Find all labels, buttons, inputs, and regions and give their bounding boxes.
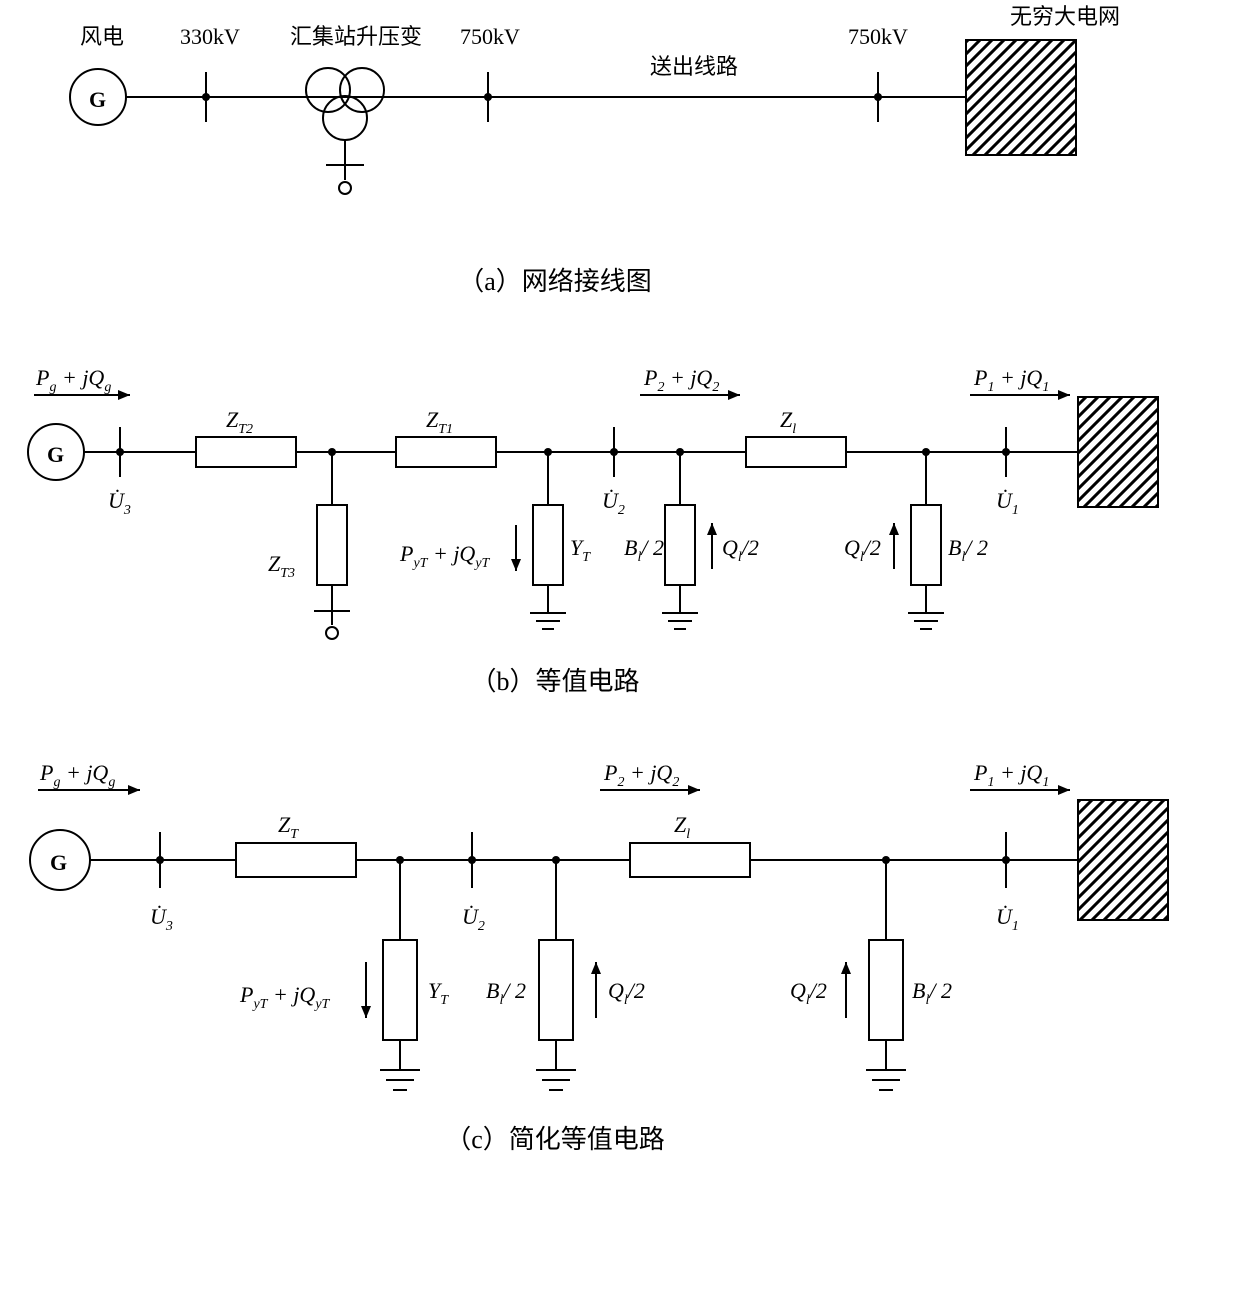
ground-yt-c: [380, 1070, 420, 1090]
tertiary-end: [339, 182, 351, 194]
label-infinite-grid: 无穷大电网: [1010, 4, 1120, 29]
label-transformer: 汇集站升压变: [290, 24, 422, 49]
zl-box-c: [630, 843, 750, 877]
infinite-grid-icon: [966, 40, 1076, 155]
zl-box-b: [746, 437, 846, 467]
svg-text:P1 + jQ1: P1 + jQ1: [973, 760, 1049, 790]
bl-r-label-b: Bl/ 2: [948, 535, 988, 565]
panel-a: 无穷大电网 风电 330kV 汇集站升压变 750kV 送出线路 750kV G…: [70, 4, 1120, 296]
bl-l-box-c: [539, 940, 573, 1040]
label-330kv: 330kV: [180, 24, 240, 49]
flow-p2-c: P2 + jQ2: [600, 760, 700, 795]
grid-b: [1078, 397, 1158, 507]
transformer-icon: [306, 68, 384, 140]
u2-label-b: U̇2: [602, 488, 625, 518]
zl-label-b: Zl: [780, 407, 796, 437]
svg-text:Pg + jQg: Pg + jQg: [39, 760, 115, 790]
label-750kv-left: 750kV: [460, 24, 520, 49]
ql2-arrow-right-b: Ql/2: [844, 523, 899, 569]
bl-l-label-c: Bl/ 2: [486, 978, 526, 1008]
panel-b: Pg + jQg P2 + jQ2 P1 + jQ1 G ZT2 ZT1 Zl …: [28, 365, 1158, 696]
u3-label-b: U̇3: [108, 488, 131, 518]
label-750kv-right: 750kV: [848, 24, 908, 49]
bl-r-label-c: Bl/ 2: [912, 978, 952, 1008]
yt-label-b: YT: [570, 535, 591, 565]
diagram-canvas: 无穷大电网 风电 330kV 汇集站升压变 750kV 送出线路 750kV G…: [0, 0, 1240, 1316]
u2-label-c: U̇2: [462, 904, 485, 934]
zt3-box: [317, 505, 347, 585]
label-send-line: 送出线路: [650, 54, 738, 79]
panel-a-caption: （a）网络接线图: [458, 267, 652, 296]
ql2-arrow-left-c: Ql/2: [591, 962, 645, 1018]
generator-label: G: [89, 87, 106, 112]
bl-r-box-b: [911, 505, 941, 585]
ground-bl-l-b: [662, 613, 698, 629]
yt-label-c: YT: [428, 978, 449, 1008]
svg-text:Ql/2: Ql/2: [844, 535, 881, 565]
u3-label-c: U̇3: [150, 904, 173, 934]
svg-text:P2 + jQ2: P2 + jQ2: [643, 365, 719, 395]
svg-text:Pg + jQg: Pg + jQg: [35, 365, 111, 395]
flow-p1-c: P1 + jQ1: [970, 760, 1070, 795]
yt-box-c: [383, 940, 417, 1040]
svg-text:Ql/2: Ql/2: [608, 978, 645, 1008]
zt-label-c: ZT: [278, 812, 299, 842]
svg-text:P2 + jQ2: P2 + jQ2: [603, 760, 679, 790]
zt3-end: [326, 627, 338, 639]
ql2-arrow-left-b: Ql/2: [707, 523, 759, 569]
panel-c-caption: （c）简化等值电路: [445, 1125, 665, 1154]
label-wind: 风电: [80, 24, 124, 49]
zt2-box: [196, 437, 296, 467]
zt3-label: ZT3: [268, 551, 295, 581]
flow-pg-c: Pg + jQg: [38, 760, 140, 795]
zl-label-c: Zl: [674, 812, 690, 842]
svg-text:P1 + jQ1: P1 + jQ1: [973, 365, 1049, 395]
flow-pyt-c: PyT + jQyT: [239, 962, 371, 1018]
bl-l-box-b: [665, 505, 695, 585]
flow-pyt-b: PyT + jQyT: [399, 525, 521, 571]
svg-text:Ql/2: Ql/2: [790, 978, 827, 1008]
zt2-label: ZT2: [226, 407, 253, 437]
u1-label-b: U̇1: [996, 488, 1019, 518]
panel-c: Pg + jQg P2 + jQ2 P1 + jQ1 G ZT Zl U̇3 U…: [30, 760, 1168, 1154]
ground-bl-r-c: [866, 1070, 906, 1090]
ground-bl-r-b: [908, 613, 944, 629]
panel-b-caption: （b）等值电路: [470, 667, 639, 696]
bl-l-label-b: Bl/ 2: [624, 535, 664, 565]
generator-b-label: G: [47, 442, 64, 467]
zt1-box: [396, 437, 496, 467]
yt-box-b: [533, 505, 563, 585]
zt1-label: ZT1: [426, 407, 453, 437]
svg-text:PyT + jQyT: PyT + jQyT: [399, 541, 491, 571]
u1-label-c: U̇1: [996, 904, 1019, 934]
svg-text:PyT + jQyT: PyT + jQyT: [239, 982, 331, 1012]
flow-p1: P1 + jQ1: [970, 365, 1070, 400]
flow-pg: Pg + jQg: [34, 365, 130, 400]
bl-r-box-c: [869, 940, 903, 1040]
ql2-arrow-right-c: Ql/2: [790, 962, 851, 1018]
generator-c-label: G: [50, 850, 67, 875]
svg-text:Ql/2: Ql/2: [722, 535, 759, 565]
grid-c: [1078, 800, 1168, 920]
zt-box-c: [236, 843, 356, 877]
ground-yt-b: [530, 613, 566, 629]
ground-bl-l-c: [536, 1070, 576, 1090]
flow-p2: P2 + jQ2: [640, 365, 740, 400]
